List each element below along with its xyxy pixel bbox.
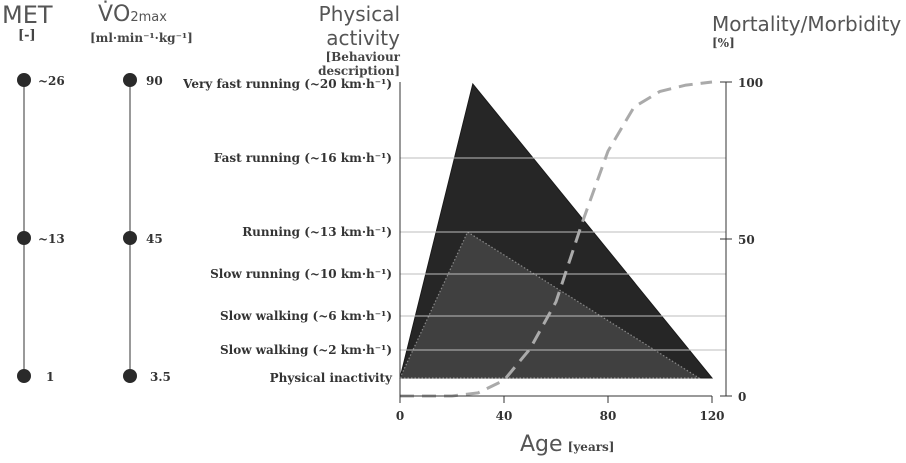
- vo2-dot-high: [123, 73, 137, 87]
- met-label-high: ~26: [38, 74, 65, 88]
- x-ticks: 0 40 80 120: [396, 396, 725, 423]
- activity-label: Slow running (~10 km·h⁻¹): [210, 267, 392, 281]
- met-dot-high: [17, 73, 31, 87]
- vo2-title: V̇O: [98, 2, 131, 27]
- met-unit: [-]: [18, 28, 36, 43]
- activity-title: Physical activity: [318, 2, 400, 50]
- met-title: MET: [2, 1, 53, 29]
- y2-ticks: 100 50 0: [720, 76, 763, 404]
- activity-label: Physical inactivity: [270, 371, 393, 385]
- inner-triangle: [399, 231, 702, 379]
- vo2-scale: 90 45 3.5: [123, 73, 171, 384]
- y2-tick-label: 100: [738, 76, 763, 90]
- vo2-header: V̇O2max [ml·min⁻¹·kg⁻¹]: [90, 2, 193, 45]
- x-tick-label: 80: [600, 409, 617, 423]
- vo2-unit: [ml·min⁻¹·kg⁻¹]: [90, 31, 193, 45]
- met-scale: ~26 ~13 1: [17, 73, 65, 384]
- met-header: MET [-]: [2, 2, 53, 43]
- x-tick-label: 0: [396, 409, 404, 423]
- mortality-unit: [%]: [712, 36, 735, 50]
- vo2-subscript: 2max: [130, 10, 167, 25]
- age-axis-title: Age [years]: [520, 432, 614, 457]
- vo2-dot-low: [123, 369, 137, 383]
- x-tick-label: 40: [496, 409, 513, 423]
- vo2-label-low: 3.5: [150, 370, 171, 384]
- activity-labels: Very fast running (~20 km·h⁻¹) Fast runni…: [182, 77, 393, 385]
- met-label-low: 1: [46, 370, 54, 384]
- mortality-header: Mortality/Morbidity [%]: [712, 12, 901, 50]
- vo2-dot-mid: [123, 231, 137, 245]
- activity-label: Very fast running (~20 km·h⁻¹): [182, 77, 392, 91]
- activity-label: Slow walking (~2 km·h⁻¹): [220, 343, 392, 357]
- met-dot-mid: [17, 231, 31, 245]
- x-tick-label: 120: [699, 409, 724, 423]
- met-label-mid: ~13: [38, 232, 65, 246]
- mortality-curve: [400, 80, 713, 398]
- mortality-title: Mortality/Morbidity: [712, 12, 902, 36]
- y2-tick-label: 50: [738, 233, 755, 247]
- activity-unit: [Behaviour description]: [318, 50, 400, 78]
- vo2-label-mid: 45: [146, 232, 163, 246]
- chart-layer: [399, 80, 726, 398]
- activity-label: Slow walking (~6 km·h⁻¹): [220, 309, 392, 323]
- age-unit: [years]: [567, 440, 615, 454]
- y2-tick-label: 0: [738, 390, 746, 404]
- met-dot-low: [17, 369, 31, 383]
- vo2-label-high: 90: [146, 74, 163, 88]
- activity-label: Running (~13 km·h⁻¹): [242, 225, 392, 239]
- age-title: Age: [520, 432, 563, 457]
- activity-header: Physical activity [Behaviour description…: [248, 2, 400, 78]
- activity-label: Fast running (~16 km·h⁻¹): [214, 151, 392, 165]
